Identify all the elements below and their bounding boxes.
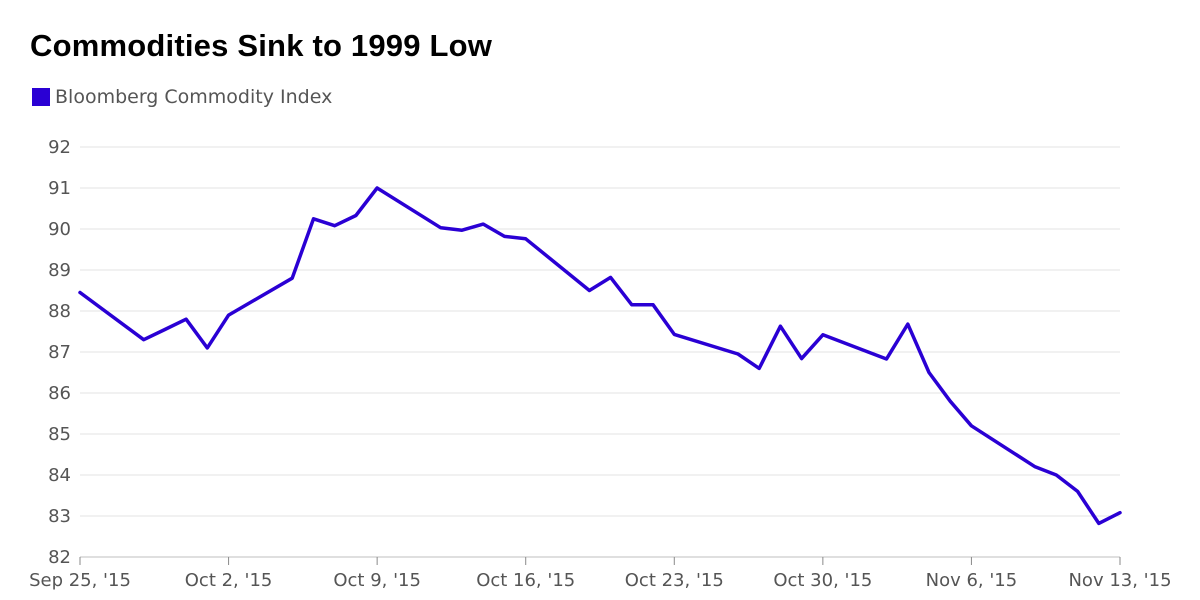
y-tick-label: 90 [48,219,71,240]
y-tick-label: 92 [48,137,71,158]
x-tick-label: Sep 25, '15 [29,570,131,591]
x-tick-label: Oct 23, '15 [625,570,724,591]
y-tick-label: 89 [48,260,71,281]
x-tick-label: Oct 2, '15 [185,570,273,591]
y-tick-label: 86 [48,383,71,404]
legend-swatch [32,88,50,106]
x-tick-label: Oct 30, '15 [773,570,872,591]
y-tick-label: 85 [48,424,71,445]
x-axis: Sep 25, '15 Oct 2, '15 Oct 9, '15 Oct 16, '… [29,556,1172,591]
gridlines [80,146,1120,517]
y-tick-label: 83 [48,506,71,527]
chart-title: Commodities Sink to 1999 Low [30,28,493,63]
legend: Bloomberg Commodity Index [32,86,332,108]
series-line [78,186,1122,526]
x-tick-label: Nov 6, '15 [926,570,1018,591]
y-tick-label: 84 [48,465,71,486]
legend-label: Bloomberg Commodity Index [55,86,333,108]
y-tick-label: 87 [48,342,71,363]
y-tick-label: 91 [48,178,71,199]
x-tick-label: Oct 9, '15 [333,570,421,591]
x-tick-label: Oct 16, '15 [476,570,575,591]
y-axis: 92 91 90 89 88 87 86 85 84 83 82 [48,137,71,568]
x-tick-label: Nov 13, '15 [1068,570,1171,591]
series-layer [78,186,1122,526]
y-tick-label: 88 [48,301,71,322]
y-tick-label: 82 [48,547,71,568]
